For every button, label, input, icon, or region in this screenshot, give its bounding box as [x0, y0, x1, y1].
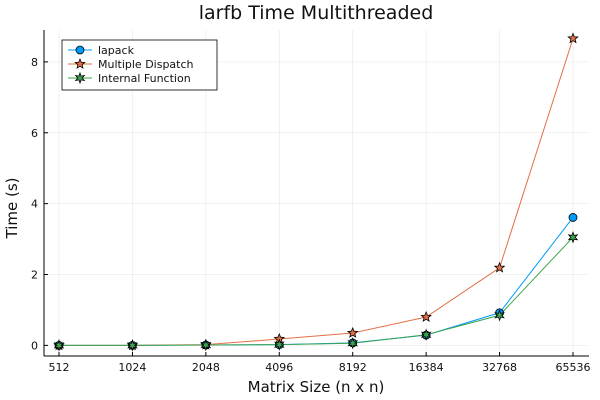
legend-label: lapack: [98, 44, 135, 57]
legend-marker: [75, 45, 85, 55]
y-tick-labels: 0 2 4 6 8: [31, 56, 38, 352]
axes: [43, 30, 589, 357]
legend-marker: [74, 57, 86, 69]
data-point: [346, 326, 359, 338]
series-layer: [53, 32, 579, 352]
x-axis-label: Matrix Size (n x n): [248, 378, 385, 396]
data-point: [567, 231, 579, 244]
data-point: [347, 337, 359, 350]
data-point: [200, 338, 212, 352]
data-point: [567, 32, 579, 44]
legend-marker: [74, 71, 86, 85]
series-lapack: [59, 217, 574, 346]
x-tick-label: 32768: [482, 361, 517, 374]
x-tick-label: 1024: [118, 361, 146, 374]
x-tick-label: 8192: [339, 361, 367, 374]
data-point: [568, 213, 578, 222]
x-tick-label: 512: [49, 361, 70, 374]
x-tick-labels: 512 1024 2048 4096 8192 16384 32768 65536: [49, 361, 591, 374]
data-point: [494, 309, 505, 322]
series-internal-function: [59, 236, 574, 346]
legend-item: Multiple Dispatch: [68, 57, 194, 71]
legend-item: lapack: [68, 44, 135, 57]
series-markers: [54, 213, 578, 350]
legend-label: Multiple Dispatch: [98, 58, 194, 71]
legend-label: Internal Function: [98, 72, 191, 85]
chart-title: larfb Time Multithreaded: [199, 2, 434, 24]
data-point: [273, 338, 285, 351]
y-axis-label: Time (s): [3, 178, 21, 240]
y-tick-label: 4: [31, 198, 38, 211]
x-tick-label: 65536: [556, 361, 591, 374]
y-tick-label: 2: [31, 269, 38, 282]
grid: [44, 30, 589, 356]
y-tick-label: 8: [31, 56, 38, 69]
data-point: [53, 339, 65, 352]
legend-box: [61, 39, 218, 91]
series-line: [59, 217, 574, 346]
series-line: [59, 236, 574, 346]
legend-item: Internal Function: [68, 71, 191, 85]
data-point: [493, 261, 506, 273]
data-point: [420, 328, 432, 341]
data-point: [127, 339, 138, 352]
series-markers: [53, 231, 579, 352]
x-tick-label: 16384: [409, 361, 444, 374]
y-tick-label: 6: [31, 127, 38, 140]
data-point: [420, 310, 432, 322]
x-tick-label: 2048: [192, 361, 220, 374]
x-tick-label: 4096: [265, 361, 293, 374]
y-tick-label: 0: [31, 339, 38, 352]
